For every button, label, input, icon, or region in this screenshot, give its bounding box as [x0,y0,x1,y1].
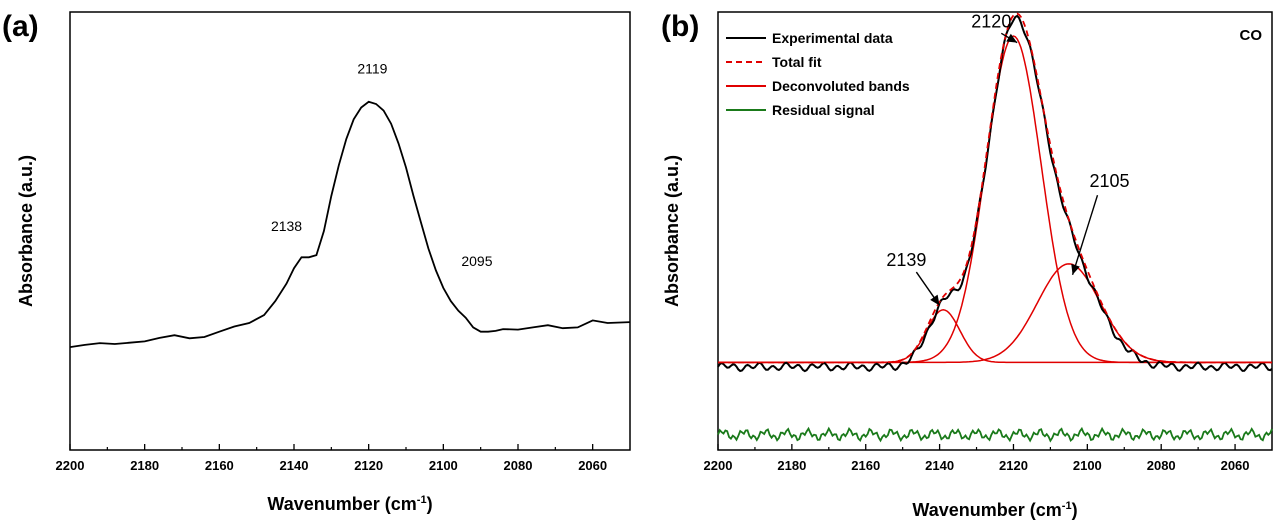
panel-a-x-tick-label: 2140 [280,458,309,473]
panel-b-x-tick-label: 2160 [851,458,880,473]
panel-b-y-axis-title: Absorbance (a.u.) [662,155,682,307]
panel-b-deconvoluted-band [718,263,1272,364]
panel-a-y-axis-title: Absorbance (a.u.) [16,155,36,307]
panel-b-x-tick-label: 2140 [925,458,954,473]
panel-b-x-tick-label: 2100 [1073,458,1102,473]
panel-b-ticks: 2200 2180 2160 2140 2120 2100 2080 2060 [704,444,1250,473]
panel-a-peak-label: 2138 [271,218,302,234]
panel-a-x-tick-label: 2160 [205,458,234,473]
panel-b-data [717,12,1273,443]
panel-a-x-tick-label: 2120 [354,458,383,473]
panel-a-x-tick-label: 2060 [578,458,607,473]
panel-b-total-fit-line [718,12,1272,364]
panel-b-corner-label: CO [1240,27,1263,44]
panel-b-plot-frame [717,11,1273,451]
panel-b-peak-label: 2120 [971,11,1011,31]
panel-a-label: (a) [2,10,39,43]
legend-label: Total fit [772,54,822,70]
legend-label: Experimental data [772,30,893,46]
panel-a-x-axis-title: Wavenumber (cm-1) [267,494,432,514]
panel-b-peak-label: 2139 [886,250,926,270]
panel-a: (a) 2200 2180 2160 2140 2120 2100 2080 2060 211… [2,10,631,514]
panel-b-peak-arrow-head [930,294,940,306]
panel-b-peak-arrow-head [1006,33,1018,43]
legend-label: Residual signal [772,102,875,118]
panel-a-peak-label: 2095 [461,253,492,269]
panel-b-x-tick-label: 2080 [1147,458,1176,473]
panel-b-x-axis-title: Wavenumber (cm-1) [912,500,1077,520]
panel-a-spectrum-line [69,100,631,348]
panel-b-peak-arrow [1071,194,1099,276]
panel-b-label: (b) [661,10,699,43]
panel-b-legend: Experimental data Total fit Deconvoluted b… [726,30,910,118]
panel-a-plot-frame [69,11,631,451]
panel-a-x-tick-label: 2080 [504,458,533,473]
panel-a-data [69,100,631,348]
panel-a-x-tick-label: 2180 [130,458,159,473]
panel-b-peak-label: 2105 [1089,171,1129,191]
panel-a-peak-label: 2119 [357,60,387,76]
panel-b-residual-line [717,426,1273,443]
panel-b-x-tick-label: 2200 [704,458,733,473]
panel-b-x-tick-label: 2180 [777,458,806,473]
panel-b-experimental-line [717,14,1273,373]
panel-b-x-tick-label: 2120 [999,458,1028,473]
legend-label: Deconvoluted bands [772,78,910,94]
panel-a-x-tick-label: 2200 [56,458,85,473]
panel-b: (b) 2200 2180 2160 2140 2120 2100 2080 2060 212… [661,10,1273,520]
panel-b-annotations: 2120 2105 2139 [886,11,1130,306]
panel-b-peak-arrow-head [1071,263,1080,275]
panel-a-ticks: 2200 2180 2160 2140 2120 2100 2080 2060 [56,444,607,473]
panel-a-annotations: 2119 2138 2095 [271,60,493,269]
panel-b-x-tick-label: 2060 [1221,458,1250,473]
panel-b-deconvoluted-band [718,309,1272,364]
panel-a-x-tick-label: 2100 [429,458,458,473]
